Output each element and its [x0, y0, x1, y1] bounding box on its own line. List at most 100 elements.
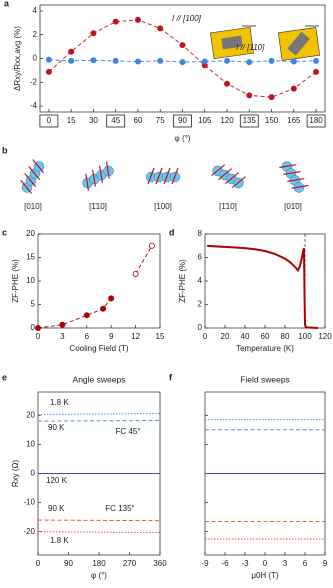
tick-box	[173, 114, 192, 128]
x-tick-label: 45	[111, 116, 120, 125]
spin-arrow	[32, 159, 45, 174]
y-tick-label: 20	[26, 229, 35, 238]
data-point	[112, 18, 119, 25]
y-tick-label: 10	[26, 276, 35, 285]
y-axis-label: ZF-PHE (%)	[178, 259, 187, 303]
series-label: 90 K	[48, 504, 65, 513]
x-tick-label: 90	[64, 559, 73, 568]
data-point	[268, 57, 275, 64]
direction-label: [1̄10]	[219, 202, 237, 211]
x-tick-label: 180	[92, 559, 106, 568]
panel-label: e	[2, 372, 7, 382]
data-point	[45, 56, 52, 63]
x-tick-label: 120	[220, 116, 234, 125]
direction-label: [100]	[154, 202, 172, 211]
data-point	[157, 57, 164, 64]
crystal-sketch	[279, 161, 309, 193]
y-tick-label: 4	[33, 6, 38, 15]
tick-box	[306, 114, 326, 128]
data-point	[100, 305, 107, 312]
panel-label: a	[4, 0, 10, 8]
data-point	[179, 42, 186, 49]
x-tick-label: 3	[60, 332, 65, 341]
panel-label: d	[169, 227, 175, 237]
crystal-sketch	[211, 164, 246, 189]
y-tick-label: 0	[31, 469, 36, 478]
direction-label: [1̄10]	[89, 202, 107, 211]
crystal-sketch	[20, 159, 45, 194]
data-point	[290, 85, 297, 92]
data-point	[290, 58, 297, 65]
x-tick-label: 6	[303, 559, 308, 568]
series-label: 90 K	[48, 423, 65, 432]
panel-label: c	[2, 227, 7, 237]
x-tick-label: 135	[243, 116, 257, 125]
x-tick-label: 9	[323, 559, 328, 568]
y-tick-label: -2	[30, 77, 38, 86]
spin-arrow	[279, 164, 297, 169]
x-tick-label: 6	[85, 332, 90, 341]
x-tick-label: 0	[47, 116, 52, 125]
y-tick-label: 0	[198, 323, 203, 332]
data-point	[224, 57, 231, 64]
y-tick-label: 0	[31, 323, 36, 332]
annotation: FC 45°	[116, 427, 141, 436]
data-point	[246, 59, 253, 66]
panel-label: b	[2, 145, 8, 155]
x-tick-label: -3	[241, 559, 249, 568]
data-point	[134, 58, 141, 65]
series-line	[37, 519, 161, 522]
x-axis-label: Temperature (K)	[236, 344, 294, 353]
x-tick-label: 80	[281, 332, 290, 341]
data-point	[313, 57, 320, 64]
direction-label: [010]	[24, 202, 42, 211]
hall-bar	[287, 31, 310, 56]
x-tick-label: 0	[36, 332, 41, 341]
data-point	[179, 59, 186, 66]
data-point	[90, 57, 97, 64]
series-line	[37, 298, 112, 329]
y-tick-label: -10	[23, 498, 35, 507]
y-tick-label: -4	[30, 101, 38, 110]
plot-frame	[37, 233, 161, 329]
spin-arrow	[147, 167, 155, 185]
x-tick-label: 270	[123, 559, 137, 568]
x-tick-label: 15	[67, 116, 76, 125]
spin-arrow	[105, 161, 110, 179]
panel-title: Angle sweeps	[73, 374, 126, 384]
x-tick-label: 30	[89, 116, 98, 125]
spin-arrow	[211, 164, 226, 177]
x-tick-label: 0	[203, 332, 208, 341]
y-tick-label: -20	[23, 527, 35, 536]
y-tick-label: 8	[198, 229, 203, 238]
panel-label: f	[169, 372, 173, 382]
series-label: 120 K	[46, 476, 68, 485]
x-axis-label: μ0H (T)	[251, 571, 279, 580]
series-line	[37, 420, 161, 422]
y-tick-label: 4	[198, 276, 203, 285]
series-label: 1.8 K	[50, 536, 69, 545]
legend-label: I // [100]	[172, 14, 202, 23]
x-tick-label: 12	[131, 332, 140, 341]
data-point	[313, 68, 320, 75]
y-tick-label: 10	[26, 440, 35, 449]
crystal-sketch	[82, 161, 114, 191]
data-point	[268, 94, 275, 101]
annotation: FC 135°	[105, 504, 134, 513]
inset-100	[210, 25, 256, 59]
x-tick-label: -6	[221, 559, 229, 568]
x-tick-label: 120	[318, 332, 332, 341]
spin-arrow	[224, 172, 239, 185]
y-tick-label: 15	[26, 253, 35, 262]
data-point	[201, 58, 208, 65]
x-tick-label: 100	[298, 332, 312, 341]
spin-arrow	[171, 167, 179, 185]
x-tick-label: 105	[198, 116, 212, 125]
spin-arrow	[98, 165, 103, 183]
direction-label: [01̄0]	[284, 202, 302, 211]
spin-arrow	[291, 184, 309, 189]
series-line	[37, 413, 161, 415]
data-point	[59, 321, 66, 328]
y-axis-label: Rxy (Ω)	[11, 460, 20, 488]
data-point	[148, 242, 155, 249]
